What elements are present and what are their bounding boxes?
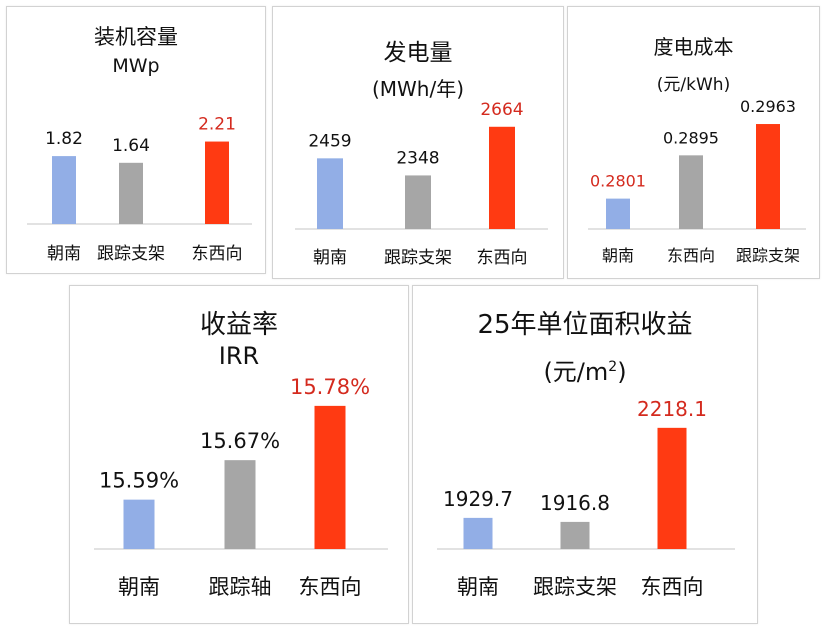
data-label-1: 1929.7 bbox=[443, 487, 513, 511]
chart-subtitle: MWp bbox=[112, 55, 160, 77]
data-label-2: 2348 bbox=[396, 148, 439, 168]
data-label-1: 1.82 bbox=[45, 129, 83, 149]
bar-chart: 1.82 朝南 1.64 跟踪支架 2.21 东西向 bbox=[27, 115, 252, 264]
bar-chart: 2459 朝南 2348 跟踪支架 2664 东西向 bbox=[295, 100, 548, 268]
chart-subtitle: IRR bbox=[218, 342, 260, 370]
category-label-3: 跟踪支架 bbox=[736, 246, 800, 265]
bar-1 bbox=[52, 156, 76, 224]
category-label-1: 朝南 bbox=[602, 246, 634, 265]
chart-panel-irr: 收益率 IRR 15.59% 朝南 15.67% 跟踪轴 15.78% 东西向 bbox=[69, 285, 409, 624]
category-label-2: 跟踪支架 bbox=[97, 244, 165, 264]
category-label-2: 跟踪轴 bbox=[209, 575, 272, 599]
category-label-1: 朝南 bbox=[313, 248, 347, 268]
bar-3 bbox=[657, 427, 687, 549]
bar-1 bbox=[317, 158, 343, 229]
category-label-2: 跟踪支架 bbox=[533, 575, 617, 599]
data-label-1: 15.59% bbox=[99, 469, 179, 493]
chart-panel-generation: 发电量 (MWh/年) 2459 朝南 2348 跟踪支架 2664 东西向 bbox=[272, 6, 564, 279]
data-label-2: 1.64 bbox=[112, 136, 150, 156]
data-label-3: 2218.1 bbox=[637, 397, 707, 421]
data-label-2: 1916.8 bbox=[540, 491, 610, 515]
chart-subtitle: (元/kWh) bbox=[656, 75, 731, 95]
chart-subtitle: (元/m2) bbox=[413, 352, 757, 387]
subtitle-end: ) bbox=[617, 358, 627, 386]
bar-chart: 15.59% 朝南 15.67% 跟踪轴 15.78% 东西向 bbox=[94, 375, 388, 599]
bar-2 bbox=[679, 155, 703, 229]
bar-1 bbox=[123, 499, 155, 549]
bar-1 bbox=[463, 517, 493, 549]
bar-chart: 1929.7 朝南 1916.8 跟踪支架 2218.1 东西向 bbox=[437, 397, 735, 599]
chart-title: 装机容量 bbox=[94, 25, 178, 49]
category-label-3: 东西向 bbox=[299, 575, 362, 599]
chart-title: 收益率 bbox=[199, 310, 278, 340]
bar-1 bbox=[606, 198, 630, 229]
bar-3 bbox=[205, 141, 229, 224]
bar-2 bbox=[119, 162, 143, 224]
chart-title: 25年单位面积收益 bbox=[477, 310, 693, 340]
subtitle-superscript: 2 bbox=[608, 359, 618, 375]
category-label-1: 朝南 bbox=[457, 575, 499, 599]
data-label-3: 0.2963 bbox=[740, 97, 796, 116]
chart-panel-area-revenue: 25年单位面积收益 (元/m2) 1929.7 朝南 1916.8 跟踪支架 2218.… bbox=[412, 285, 758, 624]
bar-2 bbox=[560, 521, 590, 549]
category-label-3: 东西向 bbox=[477, 248, 528, 268]
chart-title: 发电量 bbox=[383, 40, 453, 66]
data-label-1: 0.2801 bbox=[590, 172, 646, 191]
category-label-1: 朝南 bbox=[118, 575, 160, 599]
subtitle-main: (元/m bbox=[543, 358, 609, 386]
chart-subtitle: (MWh/年) bbox=[371, 77, 465, 101]
data-label-2: 0.2895 bbox=[663, 128, 719, 147]
chart-panel-lcoe: 度电成本 (元/kWh) 0.2801 朝南 0.2895 东西向 0.2963 跟踪支架 bbox=[567, 6, 820, 279]
data-label-2: 15.67% bbox=[200, 429, 280, 453]
bar-3 bbox=[314, 405, 346, 549]
bar-3 bbox=[489, 126, 515, 229]
bar-2 bbox=[224, 460, 256, 549]
data-label-3: 15.78% bbox=[290, 375, 370, 399]
category-label-2: 跟踪支架 bbox=[384, 248, 452, 268]
bar-chart: 0.2801 朝南 0.2895 东西向 0.2963 跟踪支架 bbox=[588, 97, 806, 265]
category-label-1: 朝南 bbox=[47, 244, 81, 264]
category-label-3: 东西向 bbox=[641, 575, 704, 599]
category-label-2: 东西向 bbox=[667, 246, 715, 265]
data-label-1: 2459 bbox=[308, 131, 351, 151]
data-label-3: 2664 bbox=[480, 100, 523, 120]
bar-2 bbox=[405, 175, 431, 229]
chart-panel-capacity: 装机容量 MWp 1.82 朝南 1.64 跟踪支架 2.21 东西向 bbox=[6, 6, 266, 274]
bar-3 bbox=[756, 124, 780, 229]
category-label-3: 东西向 bbox=[192, 244, 243, 264]
data-label-3: 2.21 bbox=[198, 115, 236, 135]
chart-title: 度电成本 bbox=[653, 35, 734, 59]
